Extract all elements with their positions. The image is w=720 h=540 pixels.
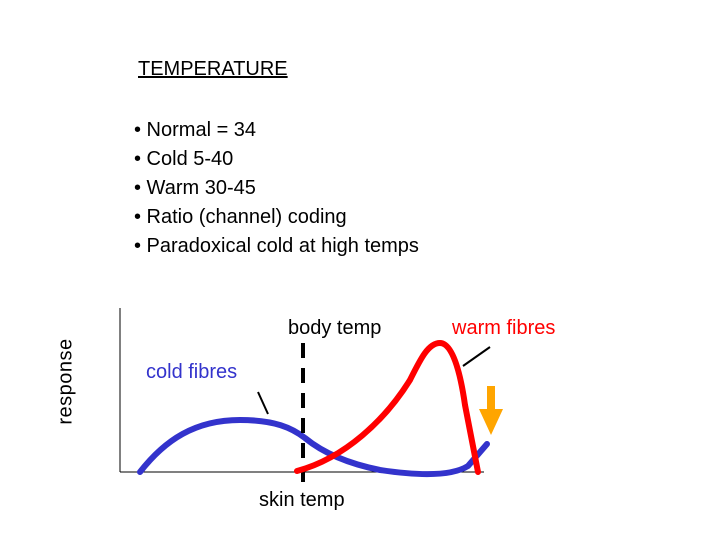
slide-title: TEMPERATURE bbox=[138, 58, 288, 80]
bullet-cold-range: • Cold 5-40 bbox=[134, 148, 234, 170]
y-axis-label: response bbox=[54, 338, 77, 425]
warm-fibres-label: warm fibres bbox=[452, 317, 556, 339]
cold-fibres-pointer bbox=[257, 391, 269, 415]
bullet-warm-range: • Warm 30-45 bbox=[134, 177, 256, 199]
bullet-list: • Normal = 34 • Cold 5-40 • Warm 30-45 •… bbox=[134, 116, 419, 261]
bullet-ratio-coding: • Ratio (channel) coding bbox=[134, 206, 347, 228]
bullet-paradoxical-cold: • Paradoxical cold at high temps bbox=[134, 235, 419, 257]
warm-fibres-pointer bbox=[462, 346, 491, 367]
cold-fibres-curve bbox=[137, 417, 490, 478]
warm-fibres-curve bbox=[294, 340, 481, 475]
bullet-normal: • Normal = 34 bbox=[134, 119, 257, 141]
cold-fibres-label: cold fibres bbox=[146, 361, 238, 383]
skin-temp-label: skin temp bbox=[259, 489, 345, 511]
body-temp-label: body temp bbox=[288, 317, 382, 339]
down-arrow-icon bbox=[479, 386, 503, 435]
